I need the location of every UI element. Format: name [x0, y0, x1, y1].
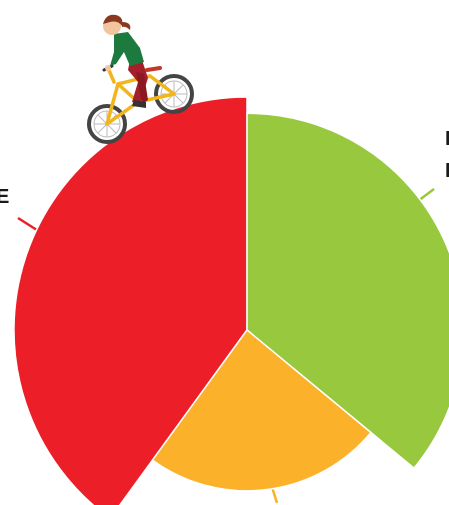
- girl-on-bicycle-icon: [87, 14, 194, 144]
- edge-label-left: E: [0, 186, 10, 208]
- leader-line-orange: [270, 486, 279, 504]
- edge-label-right-top: I: [445, 128, 449, 150]
- pie-slice-1: [246, 112, 449, 470]
- pie-slice-2: [151, 328, 372, 492]
- slices: [13, 96, 449, 505]
- edge-label-right-bottom: I: [445, 160, 449, 182]
